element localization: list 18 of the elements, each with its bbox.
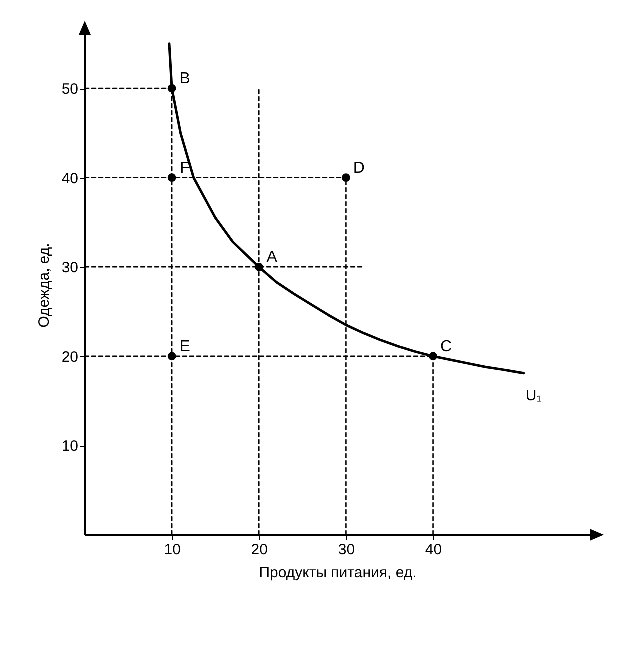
y-tick-label: 20 (62, 348, 78, 366)
annotation: E (180, 338, 190, 356)
x-tick-label: 10 (164, 542, 181, 558)
y-tick-label: 50 (62, 81, 78, 98)
y-tick-label: 30 (62, 260, 78, 277)
annotation: A (266, 249, 278, 266)
x-tick-label: 40 (425, 542, 442, 558)
annotation: B (180, 70, 190, 88)
x-tick-label: 30 (338, 542, 356, 558)
y-tick-label: 40 (62, 170, 78, 188)
y-axis-title: Одежда, ед. (36, 243, 53, 328)
y-tick-label: 10 (62, 438, 78, 456)
x-tick-label: 20 (251, 542, 268, 558)
annotation: C (440, 338, 452, 356)
annotation: F (180, 160, 190, 177)
x-axis-title: Продукты питания, ед. (259, 564, 417, 582)
series-label: U₁ (526, 387, 542, 404)
annotation: D (353, 160, 365, 177)
